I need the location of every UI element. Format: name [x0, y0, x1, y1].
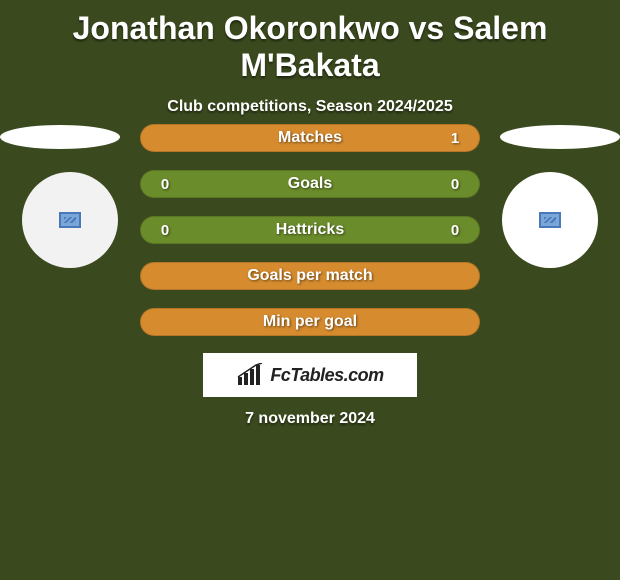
player-avatar-right — [502, 172, 598, 268]
stat-left-value: 0 — [153, 176, 177, 193]
stat-left-value: 0 — [153, 222, 177, 239]
stat-row-goals-per-match: Goals per match — [140, 262, 480, 290]
stat-label: Hattricks — [177, 221, 443, 239]
stat-right-value: 1 — [443, 130, 467, 147]
flag-left — [0, 125, 120, 149]
stat-row-goals: 0 Goals 0 — [140, 170, 480, 198]
bars-chart-icon — [236, 363, 264, 387]
stat-right-value: 0 — [443, 222, 467, 239]
brand-text: FcTables.com — [270, 365, 383, 386]
date-text: 7 november 2024 — [245, 410, 375, 428]
stats-container: Matches 1 0 Goals 0 0 Hattricks 0 Goals … — [140, 124, 480, 336]
comparison-title: Jonathan Okoronkwo vs Salem M'Bakata — [0, 0, 620, 84]
stat-right-value: 0 — [443, 176, 467, 193]
stat-label: Goals — [177, 175, 443, 193]
stat-row-min-per-goal: Min per goal — [140, 308, 480, 336]
brand-box: FcTables.com — [203, 353, 417, 397]
flag-right — [500, 125, 620, 149]
stat-row-hattricks: 0 Hattricks 0 — [140, 216, 480, 244]
stat-label: Goals per match — [177, 267, 443, 285]
comparison-subtitle: Club competitions, Season 2024/2025 — [0, 98, 620, 116]
stat-row-matches: Matches 1 — [140, 124, 480, 152]
stat-label: Min per goal — [177, 313, 443, 331]
stat-label: Matches — [177, 129, 443, 147]
avatar-placeholder-icon — [59, 212, 81, 228]
avatar-placeholder-icon — [539, 212, 561, 228]
player-avatar-left — [22, 172, 118, 268]
